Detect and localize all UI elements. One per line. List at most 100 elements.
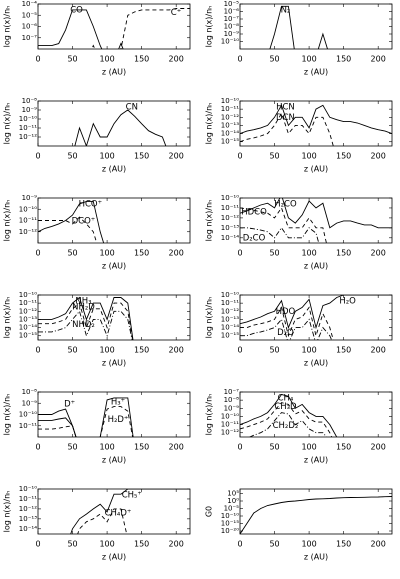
x-tick-label: 200: [169, 346, 184, 355]
series-line: [240, 198, 392, 229]
y-tick-label: 10⁻¹⁰: [19, 485, 37, 493]
y-tick-label: 10⁻¹⁰: [221, 97, 239, 105]
series-label: CN: [126, 103, 138, 113]
x-tick-label: 200: [371, 249, 386, 258]
panel: 10⁻¹⁰ 10⁻¹¹ 10⁻¹² 10⁻¹³ 10⁻¹⁴ 0 50 100 150 200 z (…: [205, 194, 393, 271]
curves: [240, 393, 338, 437]
series-line: [38, 302, 134, 340]
series-label: NH₂D: [72, 303, 95, 313]
x-tick-label: 150: [336, 249, 351, 258]
x-axis-label: z (AU): [304, 456, 328, 465]
x-tick-label: 50: [269, 55, 279, 64]
plot-frame: [239, 488, 393, 535]
x-tick-label: 50: [269, 249, 279, 258]
x-tick-label: 50: [67, 55, 77, 64]
curves: [38, 397, 134, 437]
y-tick-label: 10⁻¹⁰: [19, 115, 37, 123]
x-axis-label: z (AU): [304, 68, 328, 77]
y-tick-label: 10⁻¹⁵: [221, 332, 239, 340]
y-tick-label: 10⁻¹⁴: [221, 130, 239, 138]
y-tick-label: 10⁻¹⁰: [221, 194, 239, 202]
x-tick-label: 100: [99, 346, 114, 355]
x-axis-label: z (AU): [102, 262, 126, 271]
curves: [74, 109, 167, 146]
y-tick-label: 10⁻⁷: [22, 34, 38, 42]
y-tick-label: 10⁻¹¹: [19, 495, 37, 503]
panel: 10⁻⁵10⁻⁶10⁻⁷10⁻⁸10⁻⁹10⁻¹⁰ 0 50 100 150 200 z (…: [205, 0, 393, 77]
curves: [240, 198, 392, 243]
x-tick-label: 200: [169, 55, 184, 64]
x-axis-label: z (AU): [304, 359, 328, 368]
series-label: HCO⁺: [79, 200, 103, 210]
series-label: D⁺: [64, 400, 75, 410]
x-tick-label: 100: [301, 152, 316, 161]
y-tick-label: 10⁻⁷: [224, 388, 240, 396]
y-tick-label: 10⁻¹⁰: [19, 291, 37, 299]
x-tick-label: 50: [67, 249, 77, 258]
x-tick-label: 0: [35, 540, 40, 549]
series-label: CH₂D₂: [273, 421, 299, 431]
x-tick-label: 0: [237, 540, 242, 549]
x-tick-label: 0: [237, 443, 242, 452]
y-tick-label: 10⁻⁸: [224, 396, 240, 404]
x-tick-label: 0: [35, 346, 40, 355]
series-label: DCN: [276, 113, 295, 123]
curves: [240, 295, 392, 340]
y-axis-label: log n(x)/nₕ: [205, 394, 214, 436]
x-tick-label: 0: [237, 152, 242, 161]
x-tick-label: 50: [269, 346, 279, 355]
y-tick-label: 10⁻¹¹: [19, 124, 37, 132]
plot-frame: [37, 3, 191, 50]
y-axis-label: log n(x)/nₕ: [3, 491, 12, 533]
x-tick-label: 0: [35, 443, 40, 452]
series-line: [38, 310, 133, 340]
series-label: D₂O: [277, 328, 294, 338]
x-tick-label: 150: [134, 55, 149, 64]
x-tick-label: 50: [269, 443, 279, 452]
x-tick-label: 50: [67, 540, 77, 549]
y-tick-label: 10⁻¹¹: [19, 422, 37, 430]
x-axis-label: z (AU): [102, 456, 126, 465]
y-tick-label: 10⁻¹³: [19, 315, 37, 323]
x-tick-label: 150: [336, 346, 351, 355]
y-tick-label: 10⁻¹²: [19, 505, 37, 513]
y-axis-label: log n(x)/nₕ: [205, 6, 214, 48]
series-line: [38, 408, 77, 437]
series-line: [240, 496, 392, 534]
y-tick-label: 10⁻¹²: [221, 307, 239, 315]
x-tick-label: 50: [67, 443, 77, 452]
y-tick-label: 10⁻¹²: [19, 307, 37, 315]
y-axis-label: G0: [205, 506, 214, 517]
y-tick-label: 10⁻⁵: [224, 505, 240, 513]
x-tick-label: 50: [269, 540, 279, 549]
plot-frame: [37, 294, 191, 341]
x-tick-label: 200: [169, 540, 184, 549]
panel: 10⁻¹⁰ 10⁻¹¹ 10⁻¹² 10⁻¹³ 10⁻¹⁴ 0 50 100 150 200 z (…: [3, 485, 191, 562]
x-tick-label: 150: [134, 152, 149, 161]
y-tick-label: 10⁻⁵: [224, 0, 240, 8]
y-axis-label: log n(x)/nₕ: [3, 6, 12, 48]
y-tick-label: 10⁻²⁰: [221, 527, 239, 535]
y-tick-label: 10⁻¹¹: [221, 299, 239, 307]
y-tick-label: 10⁻¹²: [221, 429, 239, 437]
y-tick-label: 10⁻¹⁵: [19, 332, 37, 340]
curves: [38, 8, 190, 49]
series-line: [240, 295, 392, 330]
y-tick-label: 10⁻⁴: [22, 0, 38, 8]
y-tick-label: 10⁻¹³: [221, 121, 239, 129]
series-label: H₃⁺: [111, 397, 125, 407]
series-line: [248, 412, 328, 437]
y-tick-label: 10⁻⁸: [22, 388, 38, 396]
x-tick-label: 100: [301, 443, 316, 452]
series-label: HDO: [276, 307, 296, 317]
x-tick-label: 100: [301, 346, 316, 355]
y-axis-label: log n(x)/nₕ: [205, 103, 214, 145]
curves: [38, 296, 134, 340]
series-label: N₂: [281, 6, 291, 16]
x-axis-label: z (AU): [304, 165, 328, 174]
panel: 10⁻⁹ 10⁻¹⁰ 10⁻¹¹ 10⁻¹² 0 50 100 150 200 z (AU) log…: [3, 194, 191, 271]
y-tick-label: 10⁻⁶: [224, 8, 240, 16]
plot-frame: [239, 294, 393, 341]
